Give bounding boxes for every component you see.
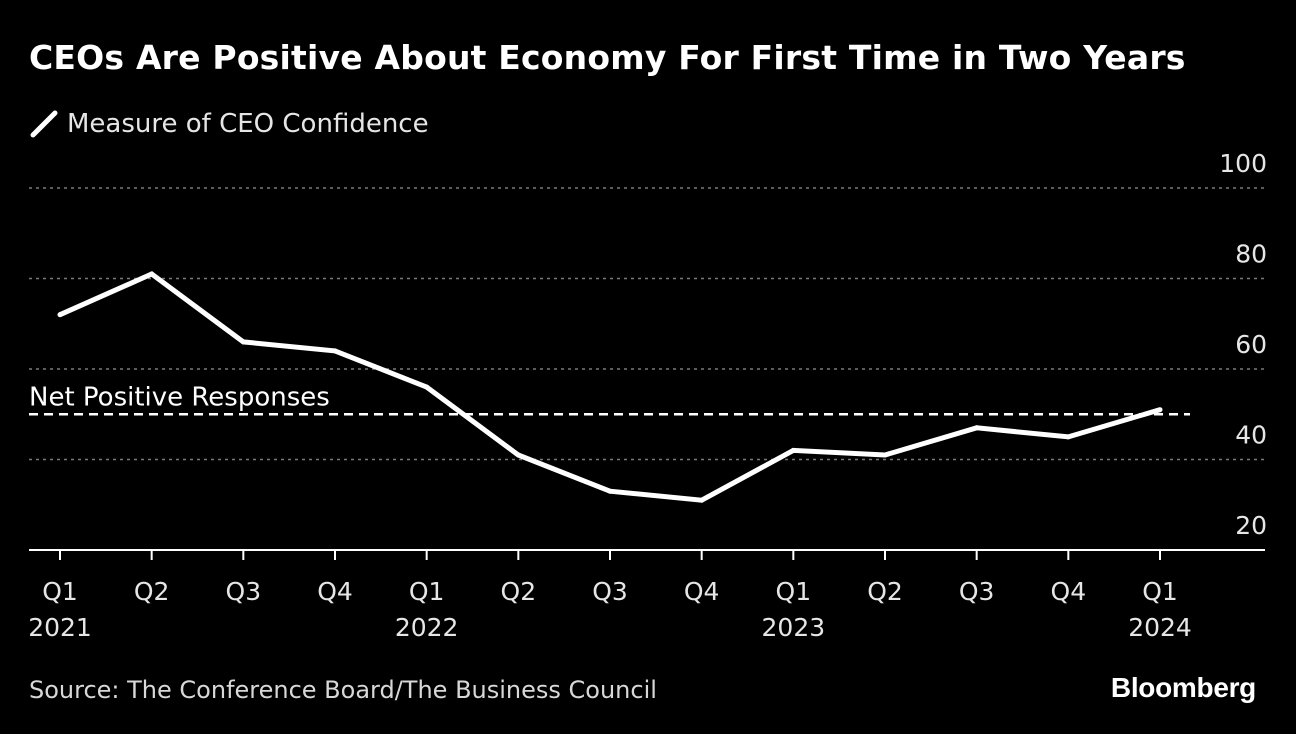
data-point xyxy=(790,447,796,453)
x-tick-label: Q3 xyxy=(959,577,995,606)
x-tick-label: Q1 xyxy=(409,577,445,606)
y-tick-label: 20 xyxy=(1235,511,1267,540)
x-tick-label: Q1 xyxy=(776,577,812,606)
data-point xyxy=(607,488,613,494)
data-point xyxy=(1157,407,1163,413)
x-tick-label: Q3 xyxy=(592,577,628,606)
data-point xyxy=(57,312,63,318)
x-tick-year-label: 2024 xyxy=(1128,613,1192,642)
data-point xyxy=(699,497,705,503)
reference-line-group: Net Positive Responses xyxy=(29,382,1190,416)
x-tick-year-label: 2022 xyxy=(395,613,459,642)
x-axis-ticks: Q1 2021 Q2 Q3 Q4 Q1 2022 Q2 Q3 Q4 Q1 2023 Q2 Q3 Q4 Q1 20… xyxy=(28,550,1192,642)
y-tick-label: 40 xyxy=(1235,421,1267,450)
data-point xyxy=(882,452,888,458)
y-tick-label: 60 xyxy=(1235,330,1267,359)
x-tick-label: Q4 xyxy=(684,577,720,606)
x-tick-label: Q1 xyxy=(1142,577,1178,606)
legend-label: Measure of CEO Confidence xyxy=(67,109,429,139)
data-point xyxy=(424,384,430,390)
reference-line-label: Net Positive Responses xyxy=(29,382,330,412)
x-tick-label: Q2 xyxy=(867,577,903,606)
x-tick-label: Q3 xyxy=(226,577,262,606)
y-tick-label: 100 xyxy=(1219,149,1267,178)
data-point xyxy=(515,452,521,458)
legend-line-icon xyxy=(30,110,58,138)
data-point xyxy=(1065,434,1071,440)
x-tick-label: Q2 xyxy=(501,577,537,606)
y-axis-ticks: 100 80 60 40 20 xyxy=(1219,149,1267,540)
x-tick-year-label: 2021 xyxy=(28,613,92,642)
series-group xyxy=(57,271,1163,503)
source-note: Source: The Conference Board/The Busines… xyxy=(29,676,657,704)
bloomberg-logo: Bloomberg xyxy=(1110,672,1256,703)
data-point xyxy=(974,425,980,431)
x-tick-label: Q2 xyxy=(134,577,170,606)
y-tick-label: 80 xyxy=(1235,240,1267,269)
grid-lines xyxy=(29,187,1265,461)
data-point xyxy=(149,271,155,277)
data-point xyxy=(240,339,246,345)
legend: Measure of CEO Confidence xyxy=(29,106,429,142)
x-tick-label: Q1 xyxy=(42,577,78,606)
x-tick-year-label: 2023 xyxy=(762,613,826,642)
x-tick-label: Q4 xyxy=(1051,577,1087,606)
data-point xyxy=(332,348,338,354)
x-tick-label: Q4 xyxy=(317,577,353,606)
chart-title: CEOs Are Positive About Economy For Firs… xyxy=(29,38,1186,77)
